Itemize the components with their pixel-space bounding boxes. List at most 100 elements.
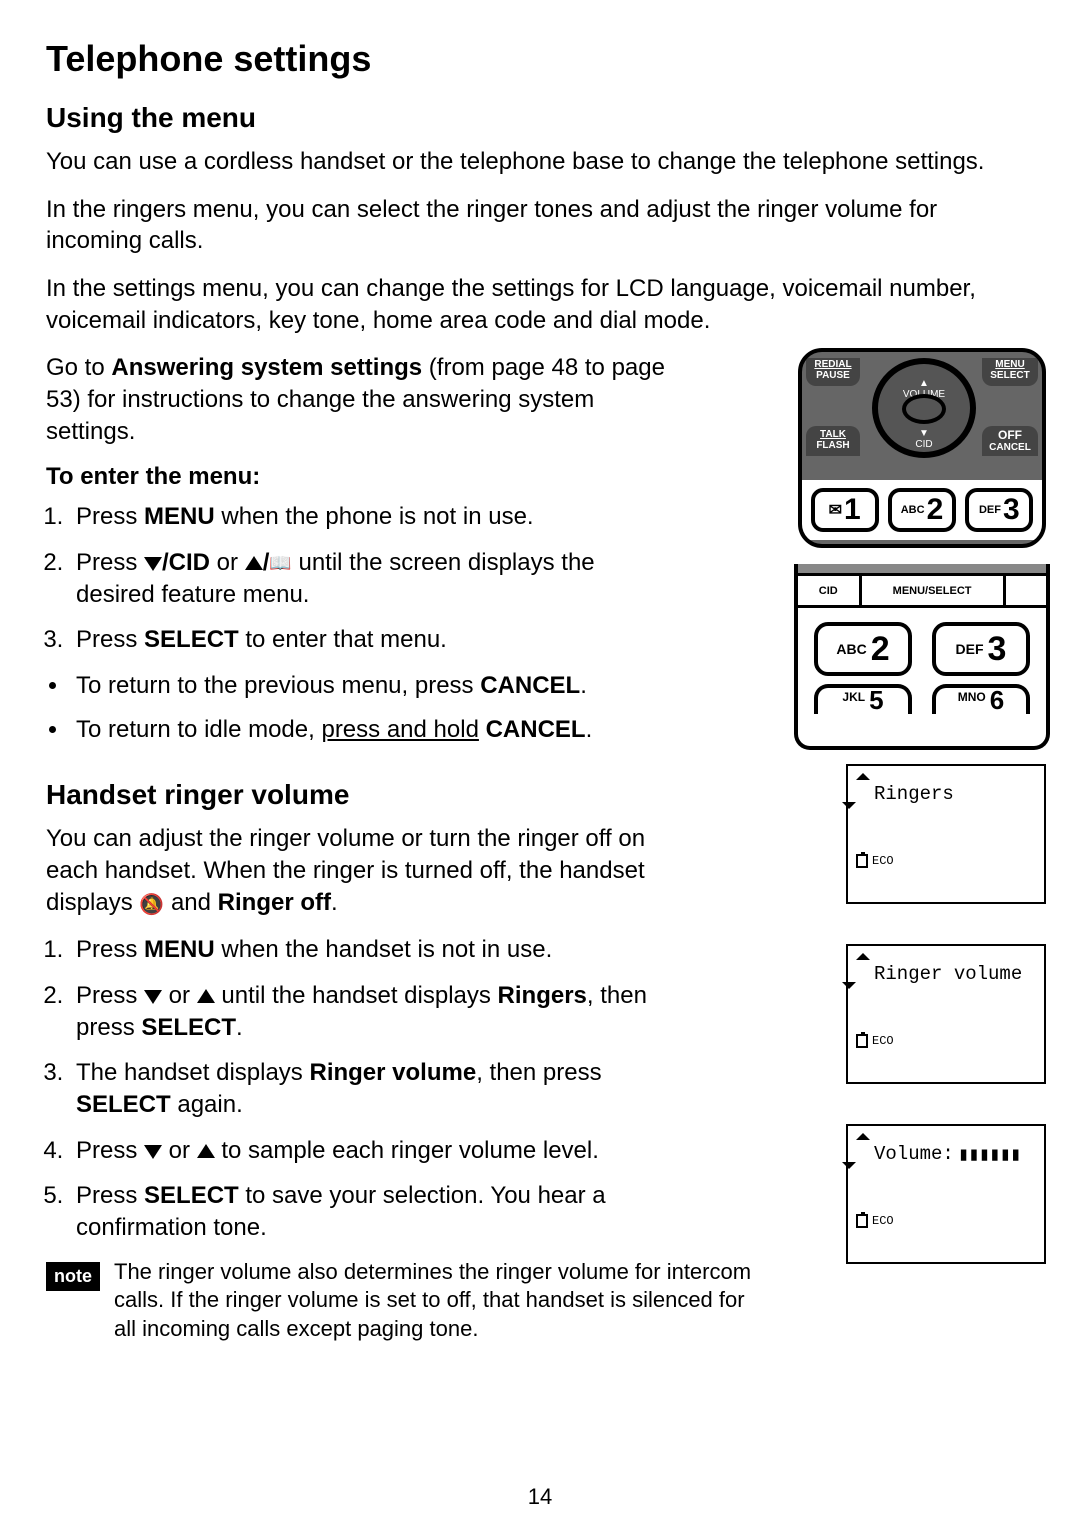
letters: ABC bbox=[901, 504, 925, 516]
step-2: Press /CID or /📖 until the screen displa… bbox=[70, 547, 660, 610]
battery-icon bbox=[856, 1034, 868, 1048]
text-bold: MENU bbox=[144, 936, 215, 963]
lcd-text: Ringer volume bbox=[874, 963, 1022, 985]
text: again. bbox=[171, 1091, 243, 1118]
note-block: note The ringer volume also determines t… bbox=[46, 1258, 766, 1344]
text: to enter that menu. bbox=[239, 626, 447, 653]
enter-menu-notes: To return to the previous menu, press CA… bbox=[70, 670, 660, 745]
text: . bbox=[236, 1014, 243, 1041]
bullet-cancel: To return to the previous menu, press CA… bbox=[70, 670, 660, 702]
volume-bars: ▮▮▮▮▮▮ bbox=[958, 1143, 1021, 1166]
text: To return to the previous menu, press bbox=[76, 672, 480, 699]
text-bold: Ringer volume bbox=[309, 1059, 476, 1086]
text: To return to idle mode, bbox=[76, 716, 321, 743]
text-bold: SELECT bbox=[144, 1182, 239, 1209]
off-cancel-button: OFFCANCEL bbox=[982, 426, 1038, 456]
text: You can adjust the ringer volume or turn… bbox=[46, 825, 645, 915]
battery-icon bbox=[856, 1214, 868, 1228]
lcd-screen-ringers: Ringers ECO bbox=[846, 764, 1046, 904]
text: or bbox=[162, 982, 197, 1009]
para-intro-3: In the settings menu, you can change the… bbox=[46, 273, 1034, 336]
text: when the phone is not in use. bbox=[215, 503, 534, 530]
text: The handset displays bbox=[76, 1059, 309, 1086]
keypad-row: ✉1 ABC2 DEF3 bbox=[802, 480, 1042, 540]
para-answering-system: Go to Answering system settings (from pa… bbox=[46, 352, 666, 447]
page-title: Telephone settings bbox=[46, 38, 1034, 80]
section-using-menu-heading: Using the menu bbox=[46, 102, 1034, 134]
num: 2 bbox=[871, 630, 890, 669]
page-number: 14 bbox=[528, 1484, 552, 1510]
text: . bbox=[331, 889, 338, 916]
bullet-hold-cancel: To return to idle mode, press and hold C… bbox=[70, 714, 660, 746]
up-arrow-icon bbox=[197, 1135, 215, 1158]
text-bold: /CID bbox=[162, 549, 210, 576]
step-3: The handset displays Ringer volume, then… bbox=[70, 1057, 660, 1120]
cid-label: ▼CID bbox=[894, 428, 954, 450]
text-bold: / bbox=[263, 549, 270, 576]
text: Press bbox=[76, 626, 144, 653]
key-3: DEF3 bbox=[965, 488, 1033, 532]
text: Press bbox=[76, 1182, 144, 1209]
handset-illustration: REDIALPAUSE MENUSELECT TALKFLASH OFFCANC… bbox=[798, 348, 1046, 548]
voicemail-icon: ✉ bbox=[829, 500, 842, 520]
text-bold: CANCEL bbox=[480, 672, 580, 699]
eco-label: ECO bbox=[872, 854, 894, 868]
updown-icon bbox=[856, 772, 870, 816]
text-bold: SELECT bbox=[144, 626, 239, 653]
note-text: The ringer volume also determines the ri… bbox=[114, 1258, 766, 1344]
letters: DEF bbox=[956, 641, 984, 657]
text: Press bbox=[76, 549, 144, 576]
step-5: Press SELECT to save your selection. You… bbox=[70, 1180, 660, 1243]
menu-select-button: MENUSELECT bbox=[982, 358, 1038, 386]
step-3: Press SELECT to enter that menu. bbox=[70, 624, 660, 656]
step-1: Press MENU when the phone is not in use. bbox=[70, 501, 660, 533]
text-bold: SELECT bbox=[141, 1014, 236, 1041]
text-bold: MENU bbox=[144, 503, 215, 530]
down-arrow-icon bbox=[144, 990, 162, 1013]
text: Press bbox=[76, 936, 144, 963]
text-bold: Ringer off bbox=[218, 889, 331, 916]
eco-label: ECO bbox=[872, 1214, 894, 1228]
updown-icon bbox=[856, 1132, 870, 1176]
base-key-2: ABC 2 bbox=[814, 622, 912, 676]
text: Press bbox=[76, 1137, 144, 1164]
text-underline: press and hold bbox=[321, 716, 478, 743]
lcd-screen-ringer-volume: Ringer volume ECO bbox=[846, 944, 1046, 1084]
text: , then press bbox=[476, 1059, 601, 1086]
text-bold: SELECT bbox=[76, 1091, 171, 1118]
text: until the handset displays bbox=[215, 982, 498, 1009]
text: Press bbox=[76, 503, 144, 530]
lcd-text: Ringers bbox=[874, 783, 954, 805]
key-2: ABC2 bbox=[888, 488, 956, 532]
cid-label: CID bbox=[798, 576, 862, 605]
para-ringer-intro: You can adjust the ringer volume or turn… bbox=[46, 823, 666, 918]
text: . bbox=[586, 716, 593, 743]
menu-select-label: MENU/SELECT bbox=[862, 576, 1006, 605]
updown-icon bbox=[856, 952, 870, 996]
text: . bbox=[580, 672, 587, 699]
base-key-6: MNO6 bbox=[932, 684, 1030, 714]
lcd-screen-volume-level: Volume:▮▮▮▮▮▮ ECO bbox=[846, 1124, 1046, 1264]
down-arrow-icon bbox=[144, 557, 162, 580]
num: 3 bbox=[988, 630, 1007, 669]
text-bold: Answering system settings bbox=[111, 354, 422, 381]
enter-menu-steps: Press MENU when the phone is not in use.… bbox=[70, 501, 660, 656]
text: to sample each ringer volume level. bbox=[215, 1137, 599, 1164]
text: and bbox=[164, 889, 217, 916]
num: 2 bbox=[927, 493, 944, 527]
text: Go to bbox=[46, 354, 111, 381]
num: 6 bbox=[990, 690, 1004, 711]
up-arrow-icon bbox=[245, 547, 263, 570]
text-bold: Ringers bbox=[498, 982, 587, 1009]
base-label-row: CID MENU/SELECT bbox=[798, 576, 1046, 608]
base-key-5: JKL5 bbox=[814, 684, 912, 714]
step-2: Press or until the handset displays Ring… bbox=[70, 980, 660, 1043]
note-badge: note bbox=[46, 1262, 100, 1291]
base-key-3: DEF3 bbox=[932, 622, 1030, 676]
letters: ABC bbox=[836, 641, 866, 657]
directory-icon: 📖 bbox=[269, 552, 291, 576]
bell-off-icon: 🔕 bbox=[139, 892, 164, 918]
para-intro-2: In the ringers menu, you can select the … bbox=[46, 194, 1034, 257]
talk-flash-button: TALKFLASH bbox=[806, 426, 860, 456]
ringer-volume-steps: Press MENU when the handset is not in us… bbox=[70, 934, 660, 1243]
